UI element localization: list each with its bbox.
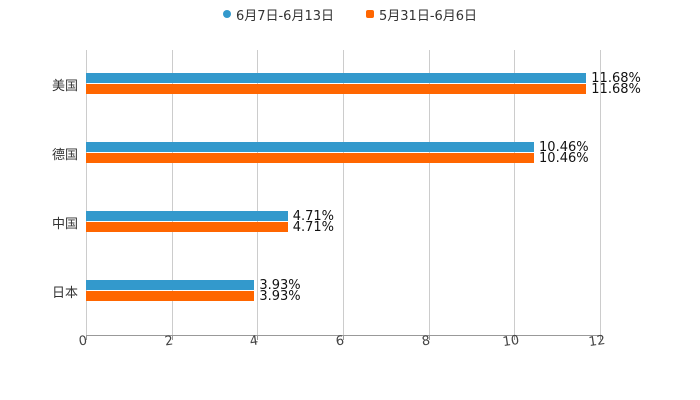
x-axis-line xyxy=(86,335,600,336)
gridline xyxy=(257,50,259,335)
bar[interactable] xyxy=(86,222,288,232)
bar[interactable] xyxy=(86,153,535,163)
bar[interactable] xyxy=(86,280,255,290)
legend-item-series-1[interactable]: 6月7日-6月13日 xyxy=(222,4,334,24)
bar-value-label: 4.71% xyxy=(292,220,335,235)
bar[interactable] xyxy=(86,211,288,221)
y-axis-category-label: 德国 xyxy=(51,148,78,163)
gridline xyxy=(600,50,601,335)
legend-circle-icon xyxy=(222,10,231,18)
bar[interactable] xyxy=(86,73,587,83)
legend-item-series-2[interactable]: 5月31日-6月6日 xyxy=(366,4,477,24)
gridline xyxy=(171,50,173,335)
bar[interactable] xyxy=(86,84,587,94)
bar-value-label: 3.93% xyxy=(259,289,301,304)
chart-legend: 6月7日-6月13日 5月31日-6月6日 xyxy=(0,4,700,24)
plot-area xyxy=(86,50,601,340)
x-axis-tick xyxy=(514,335,516,340)
gridline xyxy=(428,50,430,335)
bar-value-label: 4.71% xyxy=(292,209,335,224)
x-axis-tick-label: 10 xyxy=(502,332,521,351)
gridline xyxy=(86,50,87,335)
x-axis-tick-label: 12 xyxy=(587,332,607,351)
gridline xyxy=(514,50,516,335)
y-axis-category-label: 美国 xyxy=(51,79,78,94)
y-axis-category-label: 日本 xyxy=(51,286,78,301)
bar-value-label: 3.93% xyxy=(259,278,301,293)
x-axis-tick-label: 8 xyxy=(420,333,431,350)
legend-label: 5月31日-6月6日 xyxy=(379,8,478,24)
bar-value-label: 10.46% xyxy=(539,140,589,155)
bar[interactable] xyxy=(86,291,255,301)
x-axis-tick xyxy=(600,335,601,340)
legend-square-icon xyxy=(366,10,374,18)
bar-value-label: 11.68% xyxy=(591,82,641,97)
x-axis-tick-label: 2 xyxy=(163,333,174,350)
bar[interactable] xyxy=(86,142,535,152)
bar-value-label: 10.46% xyxy=(539,151,589,166)
x-axis-tick xyxy=(86,335,87,340)
x-axis-tick xyxy=(343,335,344,340)
x-axis-tick xyxy=(428,335,430,340)
gridline xyxy=(343,50,344,335)
x-axis-tick xyxy=(171,335,173,340)
bar-value-label: 11.68% xyxy=(591,71,641,86)
legend-label: 6月7日-6月13日 xyxy=(235,8,334,24)
x-axis-tick xyxy=(257,335,259,340)
y-axis-category-label: 中国 xyxy=(51,217,78,232)
